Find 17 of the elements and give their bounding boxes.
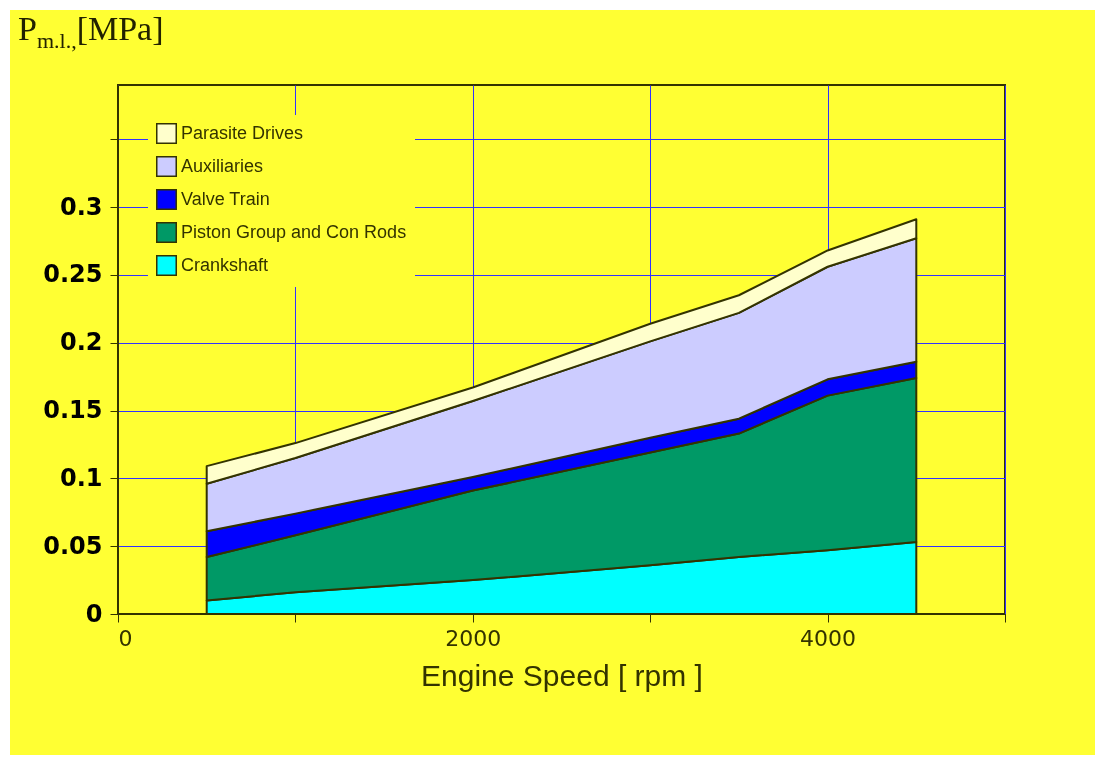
- y-tick-label: 0.1: [59, 463, 103, 492]
- legend-label: Valve Train: [181, 188, 270, 209]
- y-axis-title: P$_{m.l.,}$[MPa]: [18, 10, 164, 54]
- y-tick-label: 0.2: [59, 328, 103, 357]
- y-tick-label: 0.3: [59, 192, 103, 221]
- x-tick-label: 4000: [800, 625, 857, 651]
- x-tick-label: 2000: [445, 625, 502, 651]
- legend-label: Piston Group and Con Rods: [181, 221, 407, 242]
- legend-label: Crankshaft: [181, 254, 269, 275]
- y-tick-label: 0: [85, 599, 103, 628]
- x-axis-title: Engine Speed [ rpm ]: [421, 658, 703, 692]
- legend-label: Auxiliaries: [181, 155, 264, 176]
- x-tick-label: 0: [118, 625, 133, 651]
- y-tick-label: 0.25: [43, 260, 103, 289]
- y-tick-label: 0.15: [43, 396, 103, 425]
- y-tick-label: 0.05: [43, 531, 103, 560]
- legend-label: Parasite Drives: [181, 122, 304, 143]
